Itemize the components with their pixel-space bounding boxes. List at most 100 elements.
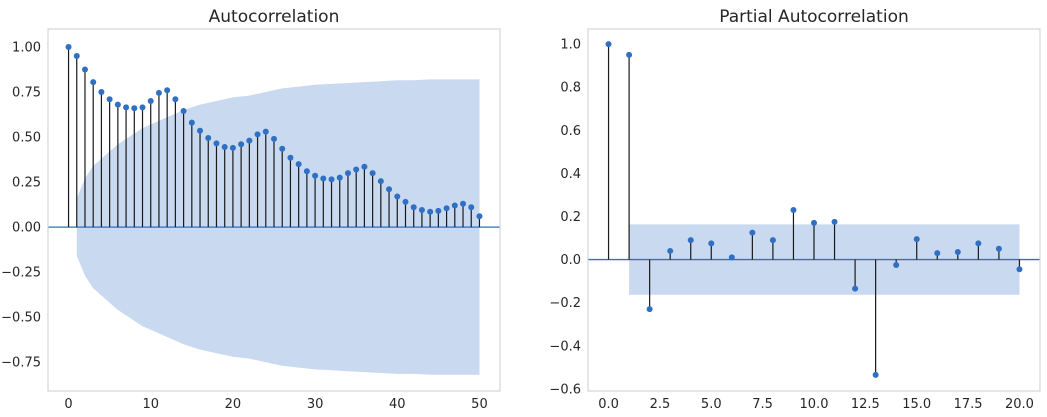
- pacf-y-axis: 1.0 0.8 0.6 0.4 0.2 0.0 −0.2 −0.4 −0.6: [549, 38, 581, 398]
- acf-marker-8: [131, 105, 138, 112]
- acf-marker-9: [139, 104, 146, 111]
- acf-xtick-label: 30: [307, 397, 324, 412]
- acf-y-axis: 1.00 0.75 0.50 0.25 0.00 −0.25 −0.50 −0.75: [1, 41, 41, 371]
- acf-ytick-label: 1.00: [12, 41, 41, 56]
- acf-marker-0: [65, 44, 72, 51]
- pacf-chart-title: Partial Autocorrelation: [719, 7, 909, 27]
- acf-ytick-label: −0.75: [1, 356, 41, 371]
- acf-marker-48: [460, 200, 467, 207]
- acf-marker-17: [205, 134, 212, 141]
- acf-xtick-label: 10: [142, 397, 159, 412]
- acf-marker-44: [427, 208, 434, 215]
- pacf-xtick-label: 20.0: [1005, 397, 1034, 412]
- acf-marker-30: [312, 172, 319, 179]
- pacf-marker-13: [872, 371, 879, 378]
- acf-marker-25: [271, 135, 277, 142]
- pacf-x-axis: 0.0 2.5 5.0 7.5 10.0 12.5 15.0 17.5 20.0: [598, 397, 1034, 412]
- acf-markers-layer: [65, 44, 483, 220]
- acf-marker-20: [229, 144, 236, 151]
- acf-marker-28: [295, 161, 302, 168]
- acf-stems-layer: [67, 47, 481, 228]
- acf-marker-29: [303, 168, 310, 175]
- pacf-marker-9: [790, 207, 797, 213]
- acf-marker-47: [451, 202, 458, 209]
- pacf-marker-14: [893, 261, 900, 268]
- acf-marker-35: [353, 166, 360, 173]
- acf-marker-45: [435, 207, 442, 214]
- acf-marker-37: [369, 170, 376, 177]
- pacf-marker-1: [626, 51, 633, 58]
- acf-marker-18: [213, 140, 220, 147]
- pacf-marker-12: [852, 285, 859, 292]
- pacf-ytick-label: 0.8: [560, 81, 581, 96]
- acf-marker-14: [180, 107, 187, 114]
- pacf-xtick-label: 2.5: [650, 397, 671, 412]
- acf-marker-42: [410, 204, 417, 211]
- pacf-marker-4: [687, 237, 694, 244]
- acf-marker-26: [279, 145, 286, 152]
- acf-xtick-label: 50: [471, 397, 488, 412]
- pacf-xtick-label: 12.5: [851, 397, 880, 412]
- acf-marker-33: [336, 174, 343, 181]
- acf-marker-3: [90, 79, 97, 86]
- pacf-marker-3: [667, 247, 674, 254]
- acf-ytick-label: 0.75: [12, 86, 41, 101]
- acf-marker-46: [443, 205, 450, 212]
- pacf-marker-18: [975, 240, 982, 247]
- acf-marker-23: [254, 131, 261, 138]
- acf-marker-22: [246, 137, 253, 144]
- acf-marker-15: [188, 119, 195, 126]
- acf-marker-10: [147, 98, 154, 105]
- acf-marker-27: [287, 154, 294, 161]
- acf-marker-1: [73, 53, 80, 60]
- pacf-ytick-label: 0.0: [560, 253, 581, 268]
- acf-marker-34: [344, 170, 351, 177]
- acf-chart-title: Autocorrelation: [209, 7, 340, 27]
- acf-x-axis: 0 10 20 30 40 50: [64, 397, 487, 412]
- pacf-xtick-label: 10.0: [800, 397, 829, 412]
- pacf-marker-20: [1016, 266, 1023, 273]
- pacf-marker-19: [995, 245, 1002, 252]
- pacf-ytick-label: −0.2: [549, 296, 581, 311]
- pacf-ytick-label: −0.6: [549, 382, 581, 397]
- pacf-marker-17: [954, 249, 961, 256]
- acf-chart: Autocorrelation 1.00 0.75 0.50 0.25 0.00 −0.2…: [1, 7, 501, 412]
- pacf-xtick-label: 17.5: [954, 397, 983, 412]
- pacf-ytick-label: 0.6: [560, 124, 581, 139]
- pacf-ytick-label: 1.0: [560, 38, 581, 53]
- acf-marker-50: [476, 213, 483, 220]
- acf-marker-41: [402, 198, 409, 205]
- acf-ytick-label: 0.00: [12, 221, 41, 236]
- pacf-marker-0: [605, 41, 612, 48]
- acf-marker-40: [394, 193, 401, 200]
- acf-marker-36: [361, 163, 368, 170]
- acf-xtick-label: 40: [389, 397, 406, 412]
- pacf-marker-16: [934, 250, 941, 257]
- acf-xtick-label: 0: [64, 397, 72, 412]
- pacf-xtick-label: 0.0: [598, 397, 619, 412]
- acf-marker-39: [386, 186, 393, 193]
- acf-ytick-label: 0.25: [12, 176, 41, 191]
- acf-marker-24: [262, 128, 269, 135]
- acf-ytick-label: −0.50: [1, 311, 41, 326]
- acf-marker-16: [197, 127, 204, 134]
- pacf-marker-8: [769, 237, 776, 244]
- pacf-marker-7: [749, 229, 756, 236]
- acf-ytick-label: 0.50: [12, 131, 41, 146]
- pacf-marker-6: [728, 254, 735, 261]
- acf-marker-43: [418, 207, 425, 213]
- acf-marker-13: [172, 96, 179, 103]
- pacf-markers-layer: [605, 41, 1023, 378]
- acf-marker-49: [468, 204, 475, 211]
- acf-plot-frame: [47, 28, 501, 392]
- acf-marker-5: [106, 96, 113, 103]
- acf-ytick-label: −0.25: [1, 266, 41, 281]
- acf-xtick-label: 20: [225, 397, 242, 412]
- pacf-xtick-label: 7.5: [752, 397, 773, 412]
- acf-marker-31: [320, 175, 327, 182]
- acf-marker-7: [123, 104, 130, 111]
- pacf-ytick-label: 0.4: [560, 167, 581, 182]
- pacf-ytick-label: −0.4: [549, 339, 581, 354]
- acf-marker-11: [155, 89, 162, 96]
